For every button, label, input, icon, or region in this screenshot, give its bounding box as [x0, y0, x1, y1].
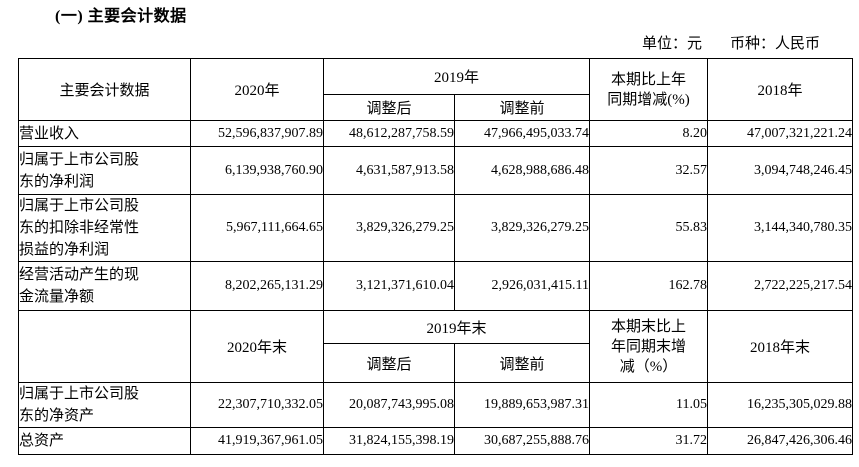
header-row-annual-sub: 调整后 调整前	[19, 94, 853, 121]
cell-2019-before: 30,687,255,888.76	[453, 427, 591, 455]
cell-2019-before: 2,926,031,415.11	[453, 261, 591, 311]
header-change-line2: 同期增减(%)	[607, 91, 690, 108]
header-change-end-line3: 减（%）	[619, 358, 678, 375]
row-label-line: 东的净利润	[19, 173, 95, 190]
cell-2018: 3,144,340,780.35	[707, 194, 854, 262]
cell-2018: 47,007,321,221.24	[707, 120, 854, 147]
row-label-line: 营业收入	[19, 125, 80, 142]
header-row-period-end: 2020年末 2019年末 本期末比上 年同期末增 减（%） 2018年末	[18, 310, 854, 383]
cell-2019-adjusted: 3,829,326,279.25	[323, 194, 455, 262]
header-2019-before: 调整前	[453, 94, 591, 121]
row-label-line: 归属于上市公司股	[19, 386, 140, 402]
cell-2020: 5,967,111,664.65	[190, 194, 324, 262]
row-label-line: 归属于上市公司股	[19, 151, 140, 168]
main-accounting-data-table: 主要会计数据 2020年 2019年 本期比上年 同期增减(%) 2018年 调…	[18, 58, 854, 455]
cell-change: 31.72	[589, 427, 709, 455]
row-label: 归属于上市公司股 东的净资产	[18, 382, 191, 428]
row-label-line: 损益的净利润	[19, 242, 110, 258]
cell-2019-before: 4,628,988,686.48	[453, 146, 591, 195]
row-label: 总资产	[18, 427, 191, 455]
cell-change: 8.20	[589, 120, 709, 147]
cell-2019-adjusted: 3,121,371,610.04	[323, 261, 455, 311]
row-label: 归属于上市公司股 东的扣除非经常性 损益的净利润	[18, 194, 191, 262]
cell-2020: 8,202,265,131.29	[190, 261, 324, 311]
cell-2019-adjusted: 48,612,287,758.59	[323, 120, 455, 147]
header-empty-cell	[18, 310, 191, 383]
header-2018-end: 2018年末	[707, 310, 854, 383]
cell-2018: 2,722,225,217.54	[707, 261, 854, 311]
cell-2019-adjusted: 4,631,587,913.58	[323, 146, 455, 195]
header-main-label: 主要会计数据	[18, 58, 191, 121]
row-label: 归属于上市公司股 东的净利润	[18, 146, 191, 195]
header-change-vs-prior-year-end: 本期末比上 年同期末增 减（%）	[589, 310, 709, 383]
header-2019-adjusted: 调整后	[323, 94, 455, 121]
page-title: (一) 主要会计数据	[55, 8, 187, 25]
cell-2018: 3,094,748,246.45	[707, 146, 854, 195]
cell-2018: 26,847,426,306.46	[707, 427, 854, 455]
header-change-end-line1: 本期末比上	[611, 318, 687, 335]
table-row: 经营活动产生的现 金流量净额 8,202,265,131.29 3,121,37…	[18, 261, 854, 311]
row-label-line: 经营活动产生的现	[19, 267, 140, 283]
table-row: 总资产 41,919,367,961.05 31,824,155,398.19 …	[18, 427, 854, 455]
header-2019: 2019年	[322, 58, 591, 95]
unit-currency-line: 单位：元 币种：人民币	[18, 34, 852, 54]
row-label: 经营活动产生的现 金流量净额	[18, 261, 191, 311]
unit-label: 单位：元	[641, 36, 702, 52]
cell-2020: 41,919,367,961.05	[190, 427, 324, 455]
header-row-annual: 主要会计数据 2020年 2019年 本期比上年 同期增减(%) 2018年	[18, 58, 854, 121]
row-label-line: 总资产	[19, 433, 65, 449]
row-label-line: 东的净资产	[19, 408, 95, 424]
header-2020-end: 2020年末	[190, 310, 324, 383]
cell-2019-before: 47,966,495,033.74	[453, 120, 591, 147]
cell-change: 162.78	[589, 261, 709, 311]
header-change-vs-prior-year: 本期比上年 同期增减(%)	[589, 58, 709, 121]
header-2018: 2018年	[707, 58, 854, 121]
header-change-line1: 本期比上年	[611, 71, 687, 88]
cell-2020: 52,596,837,907.89	[190, 120, 324, 147]
cell-2018: 16,235,305,029.88	[707, 382, 854, 428]
header-2020: 2020年	[190, 58, 324, 121]
cell-2020: 6,139,938,760.90	[190, 146, 324, 195]
cell-change: 32.57	[589, 146, 709, 195]
table-row: 营业收入 52,596,837,907.89 48,612,287,758.59…	[18, 120, 854, 147]
row-label: 营业收入	[18, 120, 191, 147]
table-row: 归属于上市公司股 东的扣除非经常性 损益的净利润 5,967,111,664.6…	[18, 194, 854, 262]
header-change-end-line2: 年同期末增	[611, 338, 687, 355]
header-row-period-end-sub: 调整后 调整前	[19, 343, 853, 383]
header-2019-end-adjusted: 调整后	[323, 343, 455, 383]
cell-2019-before: 19,889,653,987.31	[453, 382, 591, 428]
cell-2019-adjusted: 20,087,743,995.08	[323, 382, 455, 428]
header-2019-end: 2019年末	[322, 310, 591, 344]
row-label-line: 金流量净额	[19, 289, 95, 305]
table-row: 归属于上市公司股 东的净利润 6,139,938,760.90 4,631,58…	[18, 146, 854, 195]
header-2019-end-before: 调整前	[453, 343, 591, 383]
cell-2019-before: 3,829,326,279.25	[453, 194, 591, 262]
cell-2019-adjusted: 31,824,155,398.19	[323, 427, 455, 455]
currency-label: 币种：人民币	[729, 36, 820, 52]
cell-change: 55.83	[589, 194, 709, 262]
cell-change: 11.05	[589, 382, 709, 428]
table-row: 归属于上市公司股 东的净资产 22,307,710,332.05 20,087,…	[18, 382, 854, 428]
row-label-line: 东的扣除非经常性	[19, 220, 140, 236]
row-label-line: 归属于上市公司股	[19, 198, 140, 214]
cell-2020: 22,307,710,332.05	[190, 382, 324, 428]
